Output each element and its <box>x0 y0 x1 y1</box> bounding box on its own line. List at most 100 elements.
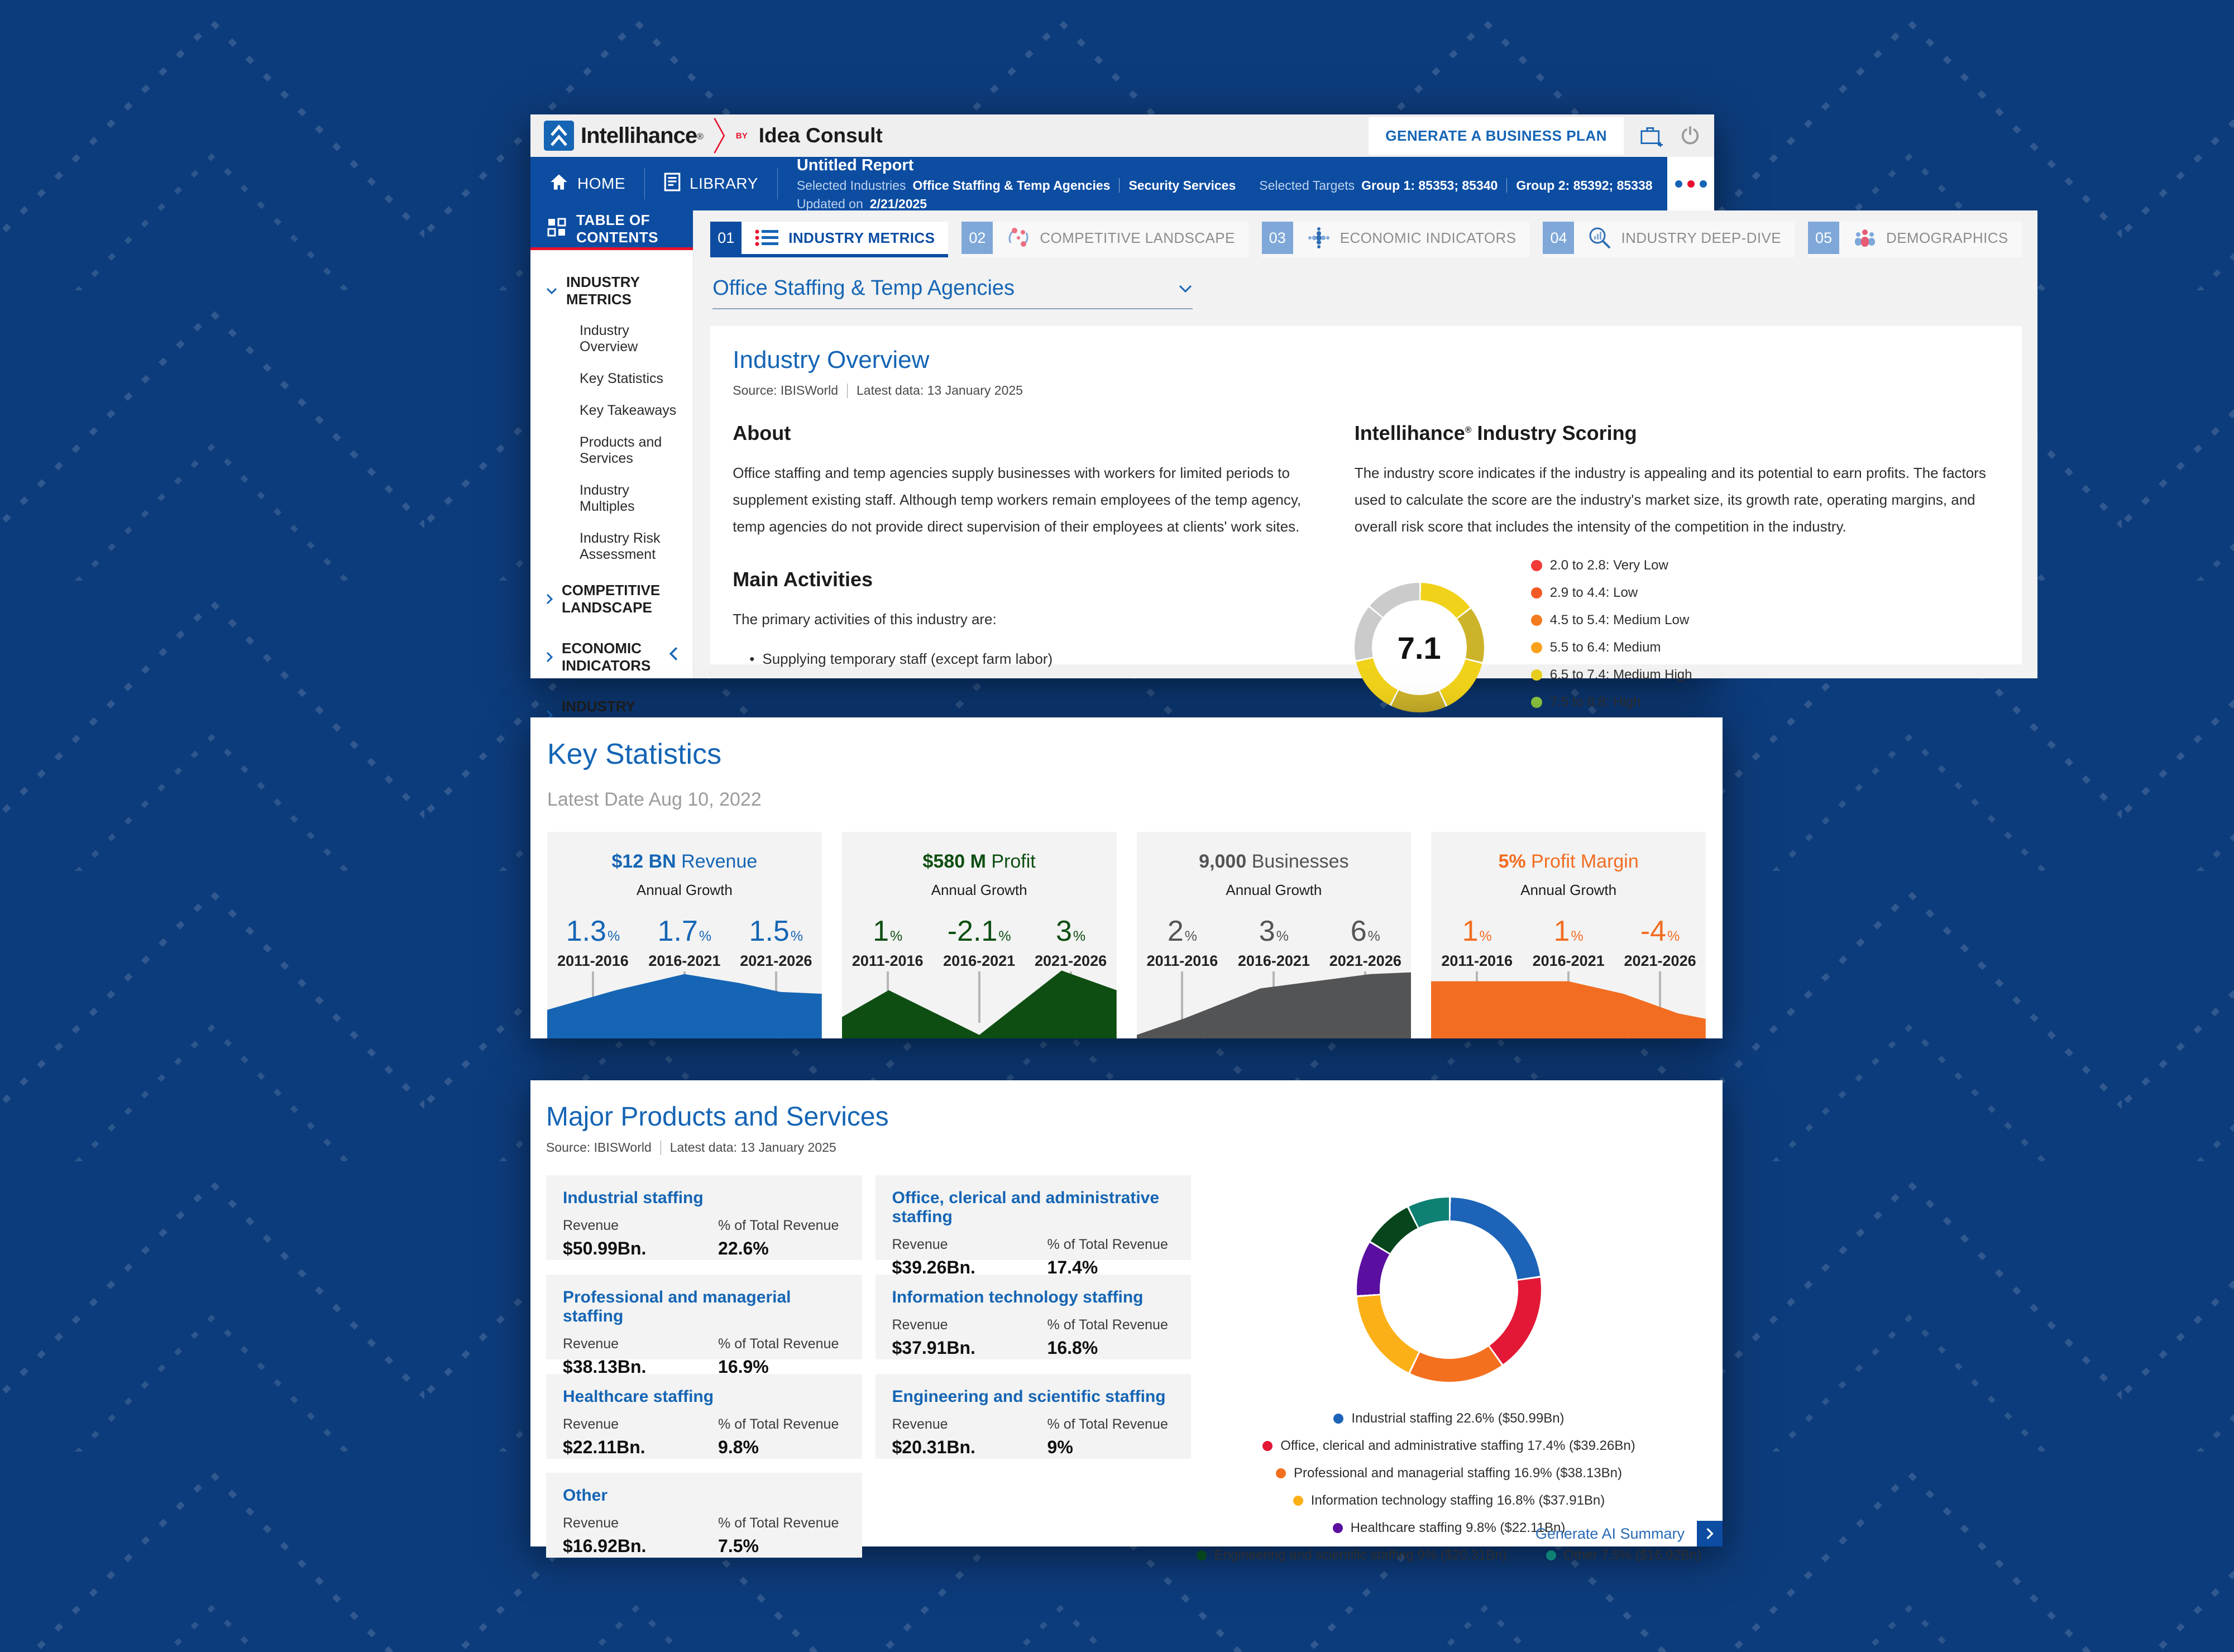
product-card-office-clerical: Office, clerical and administrative staf… <box>875 1175 1191 1277</box>
legend-dot <box>1530 615 1542 626</box>
product-card-industrial: Industrial staffing Revenue $50.99Bn. % o… <box>546 1175 862 1260</box>
legend-item: Healthcare staffing 9.8% ($22.11Bn) <box>1332 1520 1565 1536</box>
table-of-contents-sidebar: TABLE OF CONTENTS INDUSTRY METRICS Indus… <box>530 210 694 773</box>
legend-item: 2.9 to 4.4: Low <box>1530 585 1692 601</box>
toc-section-economic-indicators[interactable]: ECONOMIC INDICATORS <box>546 640 682 674</box>
brand-name: Intellihance® <box>581 123 704 148</box>
demographics-people-icon <box>1853 226 1877 250</box>
businesses-sparkline-chart <box>1136 972 1412 1038</box>
legend-item: Professional and managerial staffing 16.… <box>1276 1466 1622 1481</box>
dot-icon <box>1699 180 1707 188</box>
library-icon <box>664 173 681 195</box>
section-title: Industry Overview <box>733 346 930 374</box>
legend-dot <box>1530 560 1542 572</box>
legend-dot <box>1293 1496 1303 1506</box>
about-heading: About <box>733 422 791 444</box>
power-icon[interactable] <box>1680 125 1701 146</box>
toc-accent-bar <box>530 247 693 250</box>
legend-dot <box>1530 642 1542 654</box>
legend-dot <box>1276 1468 1286 1478</box>
stat-card-businesses: 9,000 Businesses Annual Growth 2% 3% 6% … <box>1136 832 1412 1038</box>
tab-economic-indicators[interactable]: 03 ECONOMIC INDICATORS <box>1261 222 1530 257</box>
main-content: 01 INDUSTRY METRICS 02 <box>693 210 2037 737</box>
dot-icon <box>1687 180 1695 188</box>
main-navbar: HOME LIBRARY Untitled Report Selected In… <box>530 156 1714 211</box>
magnifier-chart-icon <box>1587 226 1612 250</box>
legend-dot <box>1196 1550 1207 1560</box>
chevron-right-icon <box>546 593 553 605</box>
stat-card-revenue: $12 BN Revenue Annual Growth 1.3% 1.7% 1… <box>547 832 822 1038</box>
divider <box>777 168 778 199</box>
economic-indicators-icon <box>1307 226 1331 250</box>
sidebar-collapse-button[interactable] <box>668 647 678 664</box>
partner-name: Idea Consult <box>758 124 883 147</box>
legend-dot <box>1530 669 1542 681</box>
source-line: Source: IBISWorld Latest data: 13 January… <box>733 383 1023 398</box>
about-text: Office staffing and temp agencies supply… <box>733 465 1302 535</box>
legend-dot <box>1530 587 1542 599</box>
legend-item: 5.5 to 6.4: Medium <box>1530 640 1692 655</box>
toc-item-industry-overview[interactable]: Industry Overview <box>580 323 638 355</box>
product-card-professional: Professional and managerial staffing Rev… <box>546 1274 862 1377</box>
legend-dot <box>1262 1441 1273 1451</box>
toc-item-key-takeaways[interactable]: Key Takeaways <box>580 403 677 418</box>
toc-item-products-services[interactable]: Products and Services <box>580 434 662 466</box>
tab-demographics[interactable]: 05 DEMOGRAPHICS <box>1808 222 2022 257</box>
legend-item: Industrial staffing 22.6% ($50.99Bn) <box>1333 1411 1565 1426</box>
scoring-description: The industry score indicates if the indu… <box>1354 465 1986 535</box>
toc-item-risk-assessment[interactable]: Industry Risk Assessment <box>580 530 661 562</box>
report-updated: Updated on 2/21/2025 <box>796 196 927 211</box>
profit-margin-sparkline-chart <box>1431 981 1706 1038</box>
chevron-left-icon <box>669 647 678 660</box>
report-industries: Selected Industries Office Staffing & Tem… <box>796 178 1653 193</box>
toc-section-competitive-landscape[interactable]: COMPETITIVE LANDSCAPE <box>546 582 682 616</box>
industry-selector-dropdown[interactable]: Office Staffing & Temp Agencies <box>712 276 1193 309</box>
profit-sparkline-chart <box>841 970 1117 1038</box>
tab-industry-metrics[interactable]: 01 INDUSTRY METRICS <box>710 222 949 257</box>
legend-item: Engineering and scientific staffing 9% (… <box>1196 1548 1507 1563</box>
chevron-right-icon <box>1697 1521 1723 1546</box>
latest-date: Latest Date Aug 10, 2022 <box>547 789 762 810</box>
product-card-healthcare: Healthcare staffing Revenue $22.11Bn. % o… <box>546 1373 862 1459</box>
toc-item-key-statistics[interactable]: Key Statistics <box>580 371 664 386</box>
logo-chevron-icon <box>710 116 729 155</box>
nav-library[interactable]: LIBRARY <box>645 157 777 210</box>
source-line: Source: IBISWorld Latest data: 13 January… <box>546 1140 836 1155</box>
briefcase-plus-icon[interactable] <box>1639 125 1664 147</box>
competitive-landscape-icon <box>1006 226 1031 250</box>
more-menu-button[interactable] <box>1667 157 1714 210</box>
tab-competitive-landscape[interactable]: 02 COMPETITIVE LANDSCAPE <box>961 222 1248 257</box>
scoring-heading: Intellihance® Industry Scoring <box>1354 422 1637 444</box>
legend-item: 6.5 to 7.4: Medium High <box>1530 667 1692 683</box>
grid-icon <box>547 218 566 241</box>
report-title: Untitled Report <box>796 156 914 174</box>
stat-card-profit-margin: 5% Profit Margin Annual Growth 1% 1% -4%… <box>1431 832 1706 1038</box>
tick-mark <box>1659 971 1662 1023</box>
app-window: Intellihance® BY Idea Consult GENERATE A… <box>530 114 2037 773</box>
chevron-down-icon <box>1179 285 1192 293</box>
tab-industry-deep-dive[interactable]: 04 INDUSTRY DEEP-DIVE <box>1543 222 1795 257</box>
panel-title: Key Statistics <box>547 738 722 770</box>
toc-header: TABLE OF CONTENTS <box>530 210 693 247</box>
legend-item: Other 7.5% ($16.92Bn) <box>1546 1548 1701 1563</box>
home-icon <box>549 173 568 195</box>
toc-item-industry-multiples[interactable]: Industry Multiples <box>580 482 635 514</box>
legend-dot <box>1530 697 1542 708</box>
chevron-down-icon <box>546 288 557 294</box>
dot-icon <box>1675 180 1682 188</box>
industry-overview-card: Industry Overview Source: IBISWorld Lates… <box>710 326 2022 737</box>
tick-mark <box>978 971 980 1023</box>
legend-item: 2.0 to 2.8: Very Low <box>1530 558 1692 573</box>
toc-section-industry-metrics[interactable]: INDUSTRY METRICS <box>546 274 682 308</box>
intellihance-logo-icon <box>544 121 574 151</box>
generate-ai-summary-button[interactable]: Generate AI Summary <box>1535 1521 1723 1546</box>
divider <box>644 168 645 199</box>
products-donut-chart <box>1357 1198 1541 1382</box>
nav-home[interactable]: HOME <box>530 157 644 210</box>
product-card-other: Other Revenue $16.92Bn. % of Total Revenu… <box>546 1473 862 1558</box>
generate-business-plan-button[interactable]: GENERATE A BUSINESS PLAN <box>1369 117 1624 155</box>
industry-score-value: 7.1 <box>1397 630 1441 665</box>
legend-dot <box>1333 1414 1344 1424</box>
section-tabs: 01 INDUSTRY METRICS 02 <box>710 222 2022 257</box>
revenue-sparkline-chart <box>547 974 822 1038</box>
